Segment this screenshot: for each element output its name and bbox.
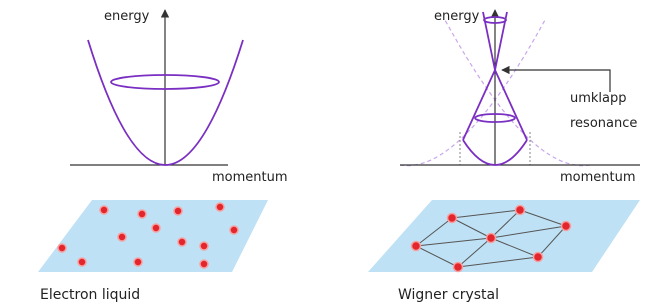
figure: energy momentum Electron liquid energy u…	[0, 0, 654, 305]
energy-label: energy	[104, 9, 150, 24]
electron	[454, 263, 463, 272]
electron	[230, 226, 238, 234]
left-plot: energy momentum	[70, 9, 288, 185]
energy-label: energy	[434, 9, 480, 24]
dashed-band	[400, 20, 545, 166]
electron	[118, 233, 126, 241]
electron	[78, 258, 86, 266]
electron	[516, 206, 525, 215]
electron	[152, 224, 160, 232]
caption: Wigner crystal	[398, 287, 499, 303]
right-plane	[368, 200, 640, 272]
electron	[174, 207, 182, 215]
momentum-label: momentum	[560, 170, 636, 185]
caption: Electron liquid	[40, 287, 140, 303]
electron	[134, 258, 142, 266]
electron	[178, 238, 186, 246]
electron	[534, 253, 543, 262]
electron	[200, 242, 208, 250]
electron	[200, 260, 208, 268]
electron	[487, 234, 496, 243]
annotation: resonance	[570, 116, 637, 131]
pointer	[502, 70, 610, 92]
left-plane	[38, 200, 268, 272]
right-plot: energy umklapp resonance momentum	[400, 9, 640, 185]
electron	[58, 244, 66, 252]
electron	[562, 222, 571, 231]
electron	[412, 242, 421, 251]
momentum-label: momentum	[212, 170, 288, 185]
electron	[100, 206, 108, 214]
electron	[448, 214, 457, 223]
electron	[216, 203, 224, 211]
electron	[138, 210, 146, 218]
dashed-band	[445, 20, 590, 166]
plane	[38, 200, 268, 272]
annotation: umklapp	[570, 91, 627, 106]
